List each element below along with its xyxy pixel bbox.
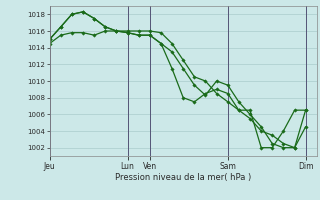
X-axis label: Pression niveau de la mer( hPa ): Pression niveau de la mer( hPa ) xyxy=(115,173,251,182)
